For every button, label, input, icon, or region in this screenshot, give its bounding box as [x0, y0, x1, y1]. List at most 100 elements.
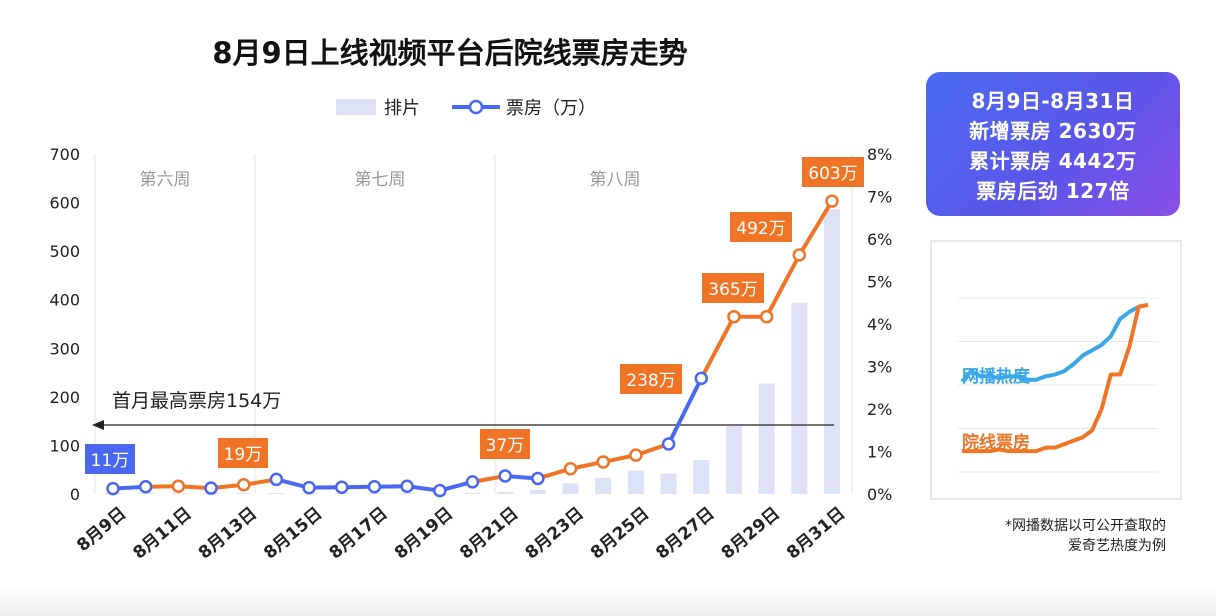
footnote-line-2: 爱奇艺热度为例 [1068, 538, 1166, 554]
y-left-tick-label: 400 [49, 291, 80, 310]
value-callout-label: 19万 [224, 445, 263, 465]
box-office-point [106, 481, 120, 496]
box-office-point [792, 248, 807, 262]
schedule-bar [791, 302, 808, 494]
box-office-point [759, 309, 774, 324]
x-tick-label: 8月27日 [652, 504, 718, 564]
x-tick-label: 8月13日 [195, 504, 261, 564]
x-tick-label: 8月21日 [456, 504, 522, 564]
chart-title: 8月9日上线视频平台后院线票房走势 [212, 36, 688, 70]
y-right-tick-label: 2% [867, 400, 892, 419]
x-tick-label: 8月11日 [129, 504, 195, 564]
value-callout-box [480, 429, 530, 459]
x-tick-label: 8月31日 [783, 504, 849, 564]
box-office-trend-line [962, 302, 1149, 454]
box-office-point [204, 481, 218, 495]
value-callout-label: 238万 [626, 371, 675, 391]
reference-label: 首月最高票房154万 [112, 390, 281, 412]
x-tick-label: 8月19日 [391, 504, 457, 564]
box-office-trend-label: 院线票房 [962, 432, 1030, 453]
footnote: *网播数据以可公开查取的 爱奇艺热度为例 [930, 516, 1166, 556]
box-office-point [171, 479, 186, 493]
x-tick-label: 8月23日 [522, 504, 588, 564]
stats-new-box-office: 新增票房 2630万 [969, 119, 1137, 143]
box-office-point [727, 309, 741, 324]
y-left-tick-label: 100 [49, 436, 80, 455]
box-office-point [629, 448, 643, 462]
week-label: 第六周 [140, 170, 191, 190]
value-callout-box [620, 364, 682, 394]
x-tick-label: 8月17日 [326, 504, 392, 564]
schedule-bar [137, 493, 154, 494]
value-callout-label: 492万 [736, 219, 785, 239]
box-office-point [335, 480, 349, 494]
schedule-bar [268, 493, 285, 494]
schedule-bar [464, 492, 481, 494]
schedule-bar [693, 460, 710, 494]
y-right-tick-label: 8% [867, 145, 892, 164]
schedule-bar [399, 493, 416, 494]
y-right-tick-label: 1% [867, 443, 892, 462]
legend-line-label: 票房（万） [506, 98, 596, 119]
box-office-point [269, 472, 284, 487]
y-right-tick-label: 7% [867, 188, 892, 207]
schedule-bar [170, 493, 187, 494]
week-label: 第七周 [355, 170, 406, 190]
x-tick-label: 8月15日 [260, 504, 326, 564]
x-tick-label: 8月25日 [587, 504, 653, 564]
schedule-bar [725, 426, 742, 494]
web-heat-label: 网播热度 [962, 366, 1031, 387]
reference-arrow [92, 420, 104, 430]
value-callout-box [218, 438, 268, 468]
box-office-point [302, 480, 316, 495]
legend-bar-label: 排片 [384, 98, 420, 119]
bottom-strip [0, 586, 1216, 616]
schedule-bar [758, 383, 775, 494]
y-left-tick-label: 500 [49, 242, 80, 261]
value-callout-label: 365万 [708, 280, 757, 300]
box-office-point [596, 455, 610, 469]
schedule-bar [627, 470, 644, 494]
value-callout-box [702, 273, 764, 303]
y-left-tick-label: 200 [49, 388, 80, 407]
value-callout-label: 11万 [91, 451, 130, 471]
x-tick-label: 8月29日 [718, 504, 784, 564]
box-office-point [367, 479, 382, 494]
schedule-bar [660, 473, 677, 494]
stats-box-office-multiplier: 票房后劲 127倍 [976, 179, 1130, 203]
value-callout-label: 37万 [486, 436, 525, 456]
footnote-line-1: *网播数据以可公开查取的 [1005, 518, 1166, 534]
legend-line-marker [468, 99, 484, 115]
stats-date-range: 8月9日-8月31日 [971, 89, 1135, 113]
value-callout-label: 603万 [808, 164, 857, 184]
legend-bar-swatch [336, 99, 376, 115]
box-office-point [465, 475, 480, 489]
box-office-point [498, 469, 512, 483]
y-right-tick-label: 5% [867, 273, 892, 292]
schedule-bar [824, 209, 840, 494]
schedule-bar [529, 489, 546, 494]
box-office-point [825, 194, 839, 208]
schedule-bar [497, 491, 514, 494]
y-left-tick-label: 0 [70, 485, 80, 504]
box-office-point [433, 483, 447, 498]
schedule-bar [366, 493, 383, 494]
value-callout-box [802, 157, 864, 187]
y-left-tick-label: 700 [49, 145, 80, 164]
box-office-point [138, 479, 153, 494]
stats-total-box-office: 累计票房 4442万 [969, 149, 1137, 173]
box-office-point [531, 471, 545, 486]
box-office-point [400, 479, 414, 493]
schedule-bar [562, 483, 579, 494]
value-callout-box [85, 444, 135, 474]
value-callout-box [730, 212, 792, 242]
box-office-point [661, 437, 676, 451]
y-right-tick-label: 4% [867, 315, 892, 334]
box-office-point [563, 461, 578, 476]
week-label: 第八周 [590, 170, 641, 190]
schedule-bar [235, 493, 252, 494]
web-heat-line [960, 302, 1149, 383]
stats-card: 8月9日-8月31日 新增票房 2630万 累计票房 4442万 票房后劲 12… [926, 72, 1180, 216]
box-office-point [236, 478, 251, 492]
